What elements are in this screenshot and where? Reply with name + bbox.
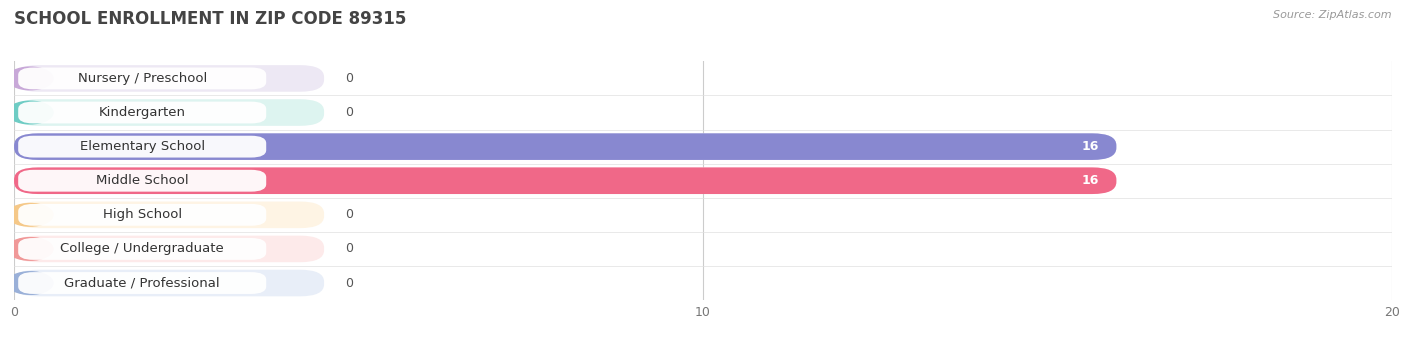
Text: Graduate / Professional: Graduate / Professional bbox=[65, 277, 219, 290]
FancyBboxPatch shape bbox=[18, 272, 266, 294]
FancyBboxPatch shape bbox=[14, 167, 1116, 194]
Text: 0: 0 bbox=[344, 208, 353, 221]
Circle shape bbox=[7, 67, 53, 90]
FancyBboxPatch shape bbox=[14, 65, 325, 92]
Circle shape bbox=[7, 238, 53, 260]
Text: 0: 0 bbox=[344, 277, 353, 290]
FancyBboxPatch shape bbox=[18, 170, 266, 192]
FancyBboxPatch shape bbox=[14, 133, 1116, 160]
FancyBboxPatch shape bbox=[18, 204, 266, 226]
Text: Elementary School: Elementary School bbox=[80, 140, 205, 153]
Circle shape bbox=[7, 101, 53, 124]
Text: 16: 16 bbox=[1081, 174, 1099, 187]
FancyBboxPatch shape bbox=[18, 102, 266, 123]
Text: High School: High School bbox=[103, 208, 181, 221]
Text: 0: 0 bbox=[344, 72, 353, 85]
Text: College / Undergraduate: College / Undergraduate bbox=[60, 242, 224, 255]
Text: Nursery / Preschool: Nursery / Preschool bbox=[77, 72, 207, 85]
Circle shape bbox=[7, 204, 53, 226]
FancyBboxPatch shape bbox=[18, 238, 266, 260]
FancyBboxPatch shape bbox=[14, 202, 325, 228]
FancyBboxPatch shape bbox=[18, 68, 266, 89]
FancyBboxPatch shape bbox=[14, 133, 1116, 160]
FancyBboxPatch shape bbox=[14, 270, 325, 296]
Circle shape bbox=[7, 272, 53, 294]
Text: SCHOOL ENROLLMENT IN ZIP CODE 89315: SCHOOL ENROLLMENT IN ZIP CODE 89315 bbox=[14, 10, 406, 28]
Text: 0: 0 bbox=[344, 242, 353, 255]
Text: Source: ZipAtlas.com: Source: ZipAtlas.com bbox=[1274, 10, 1392, 20]
FancyBboxPatch shape bbox=[14, 236, 325, 262]
FancyBboxPatch shape bbox=[14, 167, 1116, 194]
FancyBboxPatch shape bbox=[18, 136, 266, 158]
Text: Kindergarten: Kindergarten bbox=[98, 106, 186, 119]
FancyBboxPatch shape bbox=[14, 99, 325, 126]
Text: Middle School: Middle School bbox=[96, 174, 188, 187]
Text: 16: 16 bbox=[1081, 140, 1099, 153]
Text: 0: 0 bbox=[344, 106, 353, 119]
